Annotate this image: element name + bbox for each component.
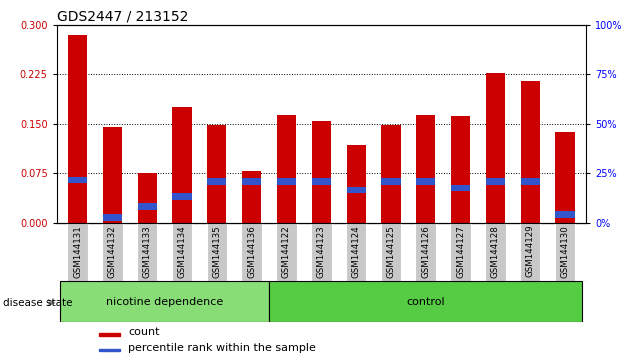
Text: GSM144131: GSM144131 (73, 225, 82, 278)
Bar (172, 223, 192, 281)
Bar (520, 223, 541, 281)
Bar (137, 223, 158, 281)
Bar (381, 125, 401, 223)
Bar (451, 116, 470, 223)
Text: GSM144135: GSM144135 (212, 225, 221, 278)
Text: GSM144133: GSM144133 (143, 225, 152, 278)
Bar (346, 187, 365, 193)
Bar (269, 281, 582, 322)
Bar (450, 223, 471, 281)
Text: GDS2447 / 213152: GDS2447 / 213152 (57, 10, 188, 24)
Text: GSM144134: GSM144134 (178, 225, 186, 278)
Bar (311, 223, 331, 281)
Text: GSM144124: GSM144124 (352, 225, 360, 278)
Bar (520, 81, 540, 223)
Text: GSM144126: GSM144126 (421, 225, 430, 278)
Text: disease state: disease state (3, 298, 72, 308)
Text: GSM144129: GSM144129 (525, 225, 535, 278)
Text: nicotine dependence: nicotine dependence (106, 297, 223, 307)
Bar (60, 281, 269, 322)
Text: percentile rank within the sample: percentile rank within the sample (128, 343, 316, 353)
Bar (312, 178, 331, 185)
Text: GSM144123: GSM144123 (317, 225, 326, 278)
Bar (242, 171, 261, 223)
Bar (312, 121, 331, 223)
Bar (277, 115, 296, 223)
Bar (486, 178, 505, 185)
Text: count: count (128, 327, 159, 337)
Bar (415, 223, 436, 281)
Text: GSM144127: GSM144127 (456, 225, 465, 278)
Bar (68, 177, 87, 183)
Bar (556, 211, 575, 218)
Bar (555, 223, 575, 281)
Bar (416, 115, 435, 223)
Bar (207, 178, 226, 185)
Bar (173, 107, 192, 223)
Bar (207, 125, 226, 223)
Text: GSM144125: GSM144125 (386, 225, 396, 278)
Bar (102, 223, 123, 281)
Bar (346, 223, 367, 281)
Bar (346, 145, 365, 223)
Bar (451, 185, 470, 191)
Text: GSM144132: GSM144132 (108, 225, 117, 278)
Bar (68, 35, 87, 223)
Bar (173, 193, 192, 200)
Bar (99, 349, 120, 352)
Bar (241, 223, 262, 281)
Bar (486, 73, 505, 223)
Bar (556, 132, 575, 223)
Bar (137, 203, 157, 210)
Text: control: control (406, 297, 445, 307)
Bar (103, 127, 122, 223)
Bar (137, 173, 157, 223)
Bar (103, 215, 122, 221)
Bar (381, 223, 401, 281)
Bar (485, 223, 506, 281)
Text: GSM144130: GSM144130 (561, 225, 570, 278)
Text: GSM144122: GSM144122 (282, 225, 291, 278)
Bar (520, 178, 540, 185)
Bar (242, 178, 261, 185)
Bar (67, 223, 88, 281)
Text: GSM144128: GSM144128 (491, 225, 500, 278)
Bar (276, 223, 297, 281)
Bar (207, 223, 227, 281)
Text: GSM144136: GSM144136 (247, 225, 256, 278)
Bar (416, 178, 435, 185)
Bar (99, 333, 120, 336)
Bar (381, 178, 401, 185)
Bar (277, 178, 296, 185)
